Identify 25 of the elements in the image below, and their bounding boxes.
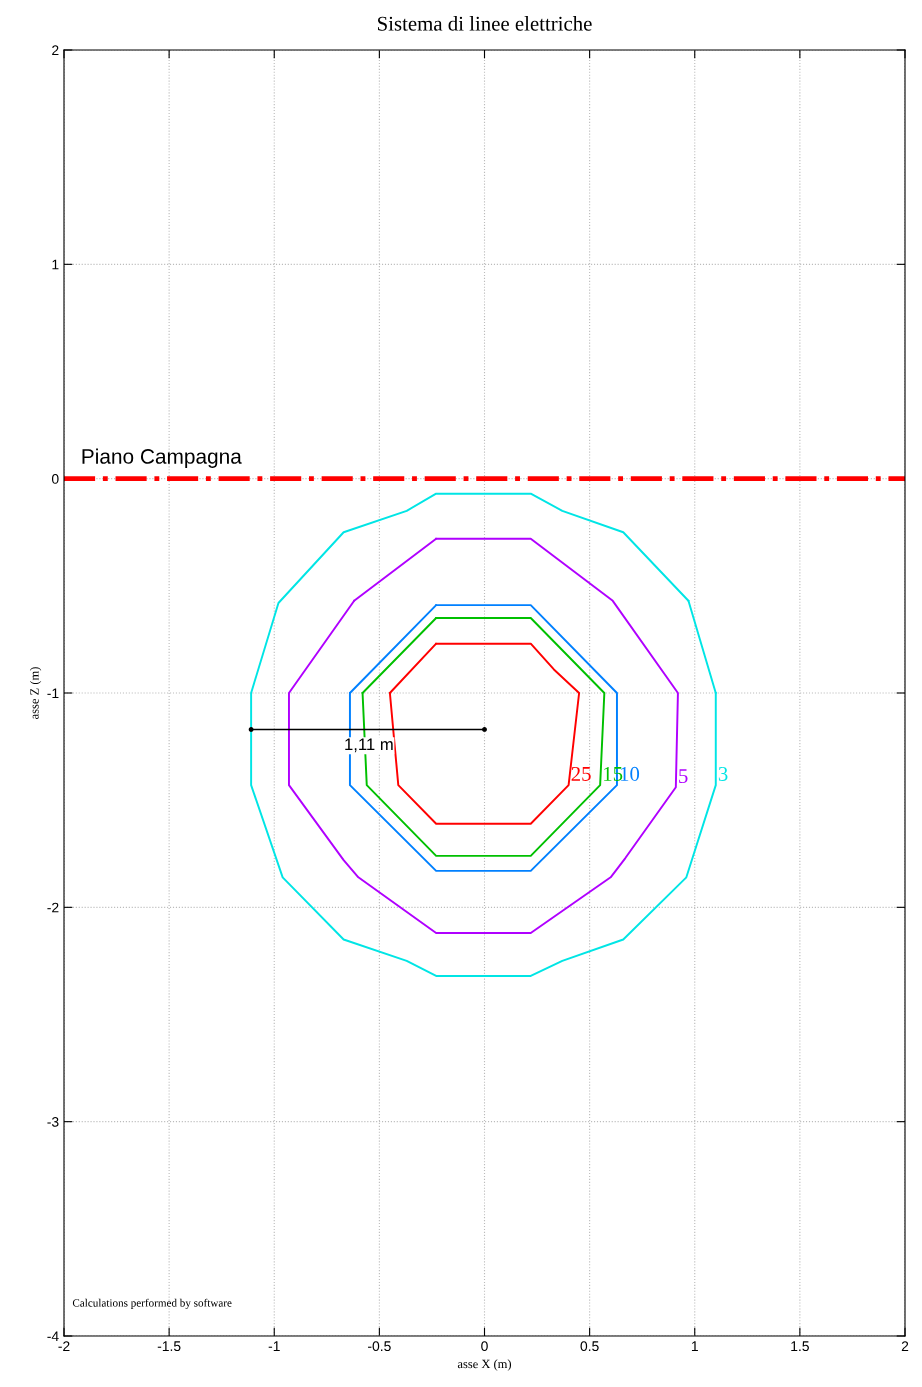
x-tick-label: 0 <box>481 1341 488 1352</box>
series-label: 25 <box>571 766 591 781</box>
y-tick-label: 0 <box>51 474 59 484</box>
y-tick-label: 1 <box>52 259 59 270</box>
x-tick-label: -1 <box>268 1341 280 1351</box>
x-tick-label: -0.5 <box>368 1341 391 1352</box>
x-axis-title: asse X (m) <box>457 1359 512 1371</box>
series-label: 5 <box>679 769 688 784</box>
x-tick-label: 0.5 <box>580 1341 599 1352</box>
x-tick-label: 1 <box>691 1341 698 1351</box>
annotation: 1,11 m <box>345 738 393 753</box>
series-label: 10 <box>620 766 640 781</box>
y-tick-label: 2 <box>52 45 59 56</box>
x-tick-label: -1.5 <box>157 1341 181 1352</box>
chart-title: Sistema di linee elettriche <box>378 16 592 31</box>
y-tick-label: -2 <box>47 902 59 913</box>
annotation: Calculations performed by software <box>72 1298 232 1309</box>
y-tick-label: -1 <box>47 688 59 699</box>
x-tick-label: 1.5 <box>791 1341 809 1352</box>
ref-line-label: Piano Campagna <box>82 448 242 468</box>
y-tick-label: -4 <box>47 1331 59 1342</box>
x-tick-label: 2 <box>901 1341 909 1351</box>
series-label: 3 <box>718 766 728 781</box>
y-axis-title: asse Z (m) <box>29 667 42 719</box>
y-tick-label: -3 <box>47 1117 59 1127</box>
